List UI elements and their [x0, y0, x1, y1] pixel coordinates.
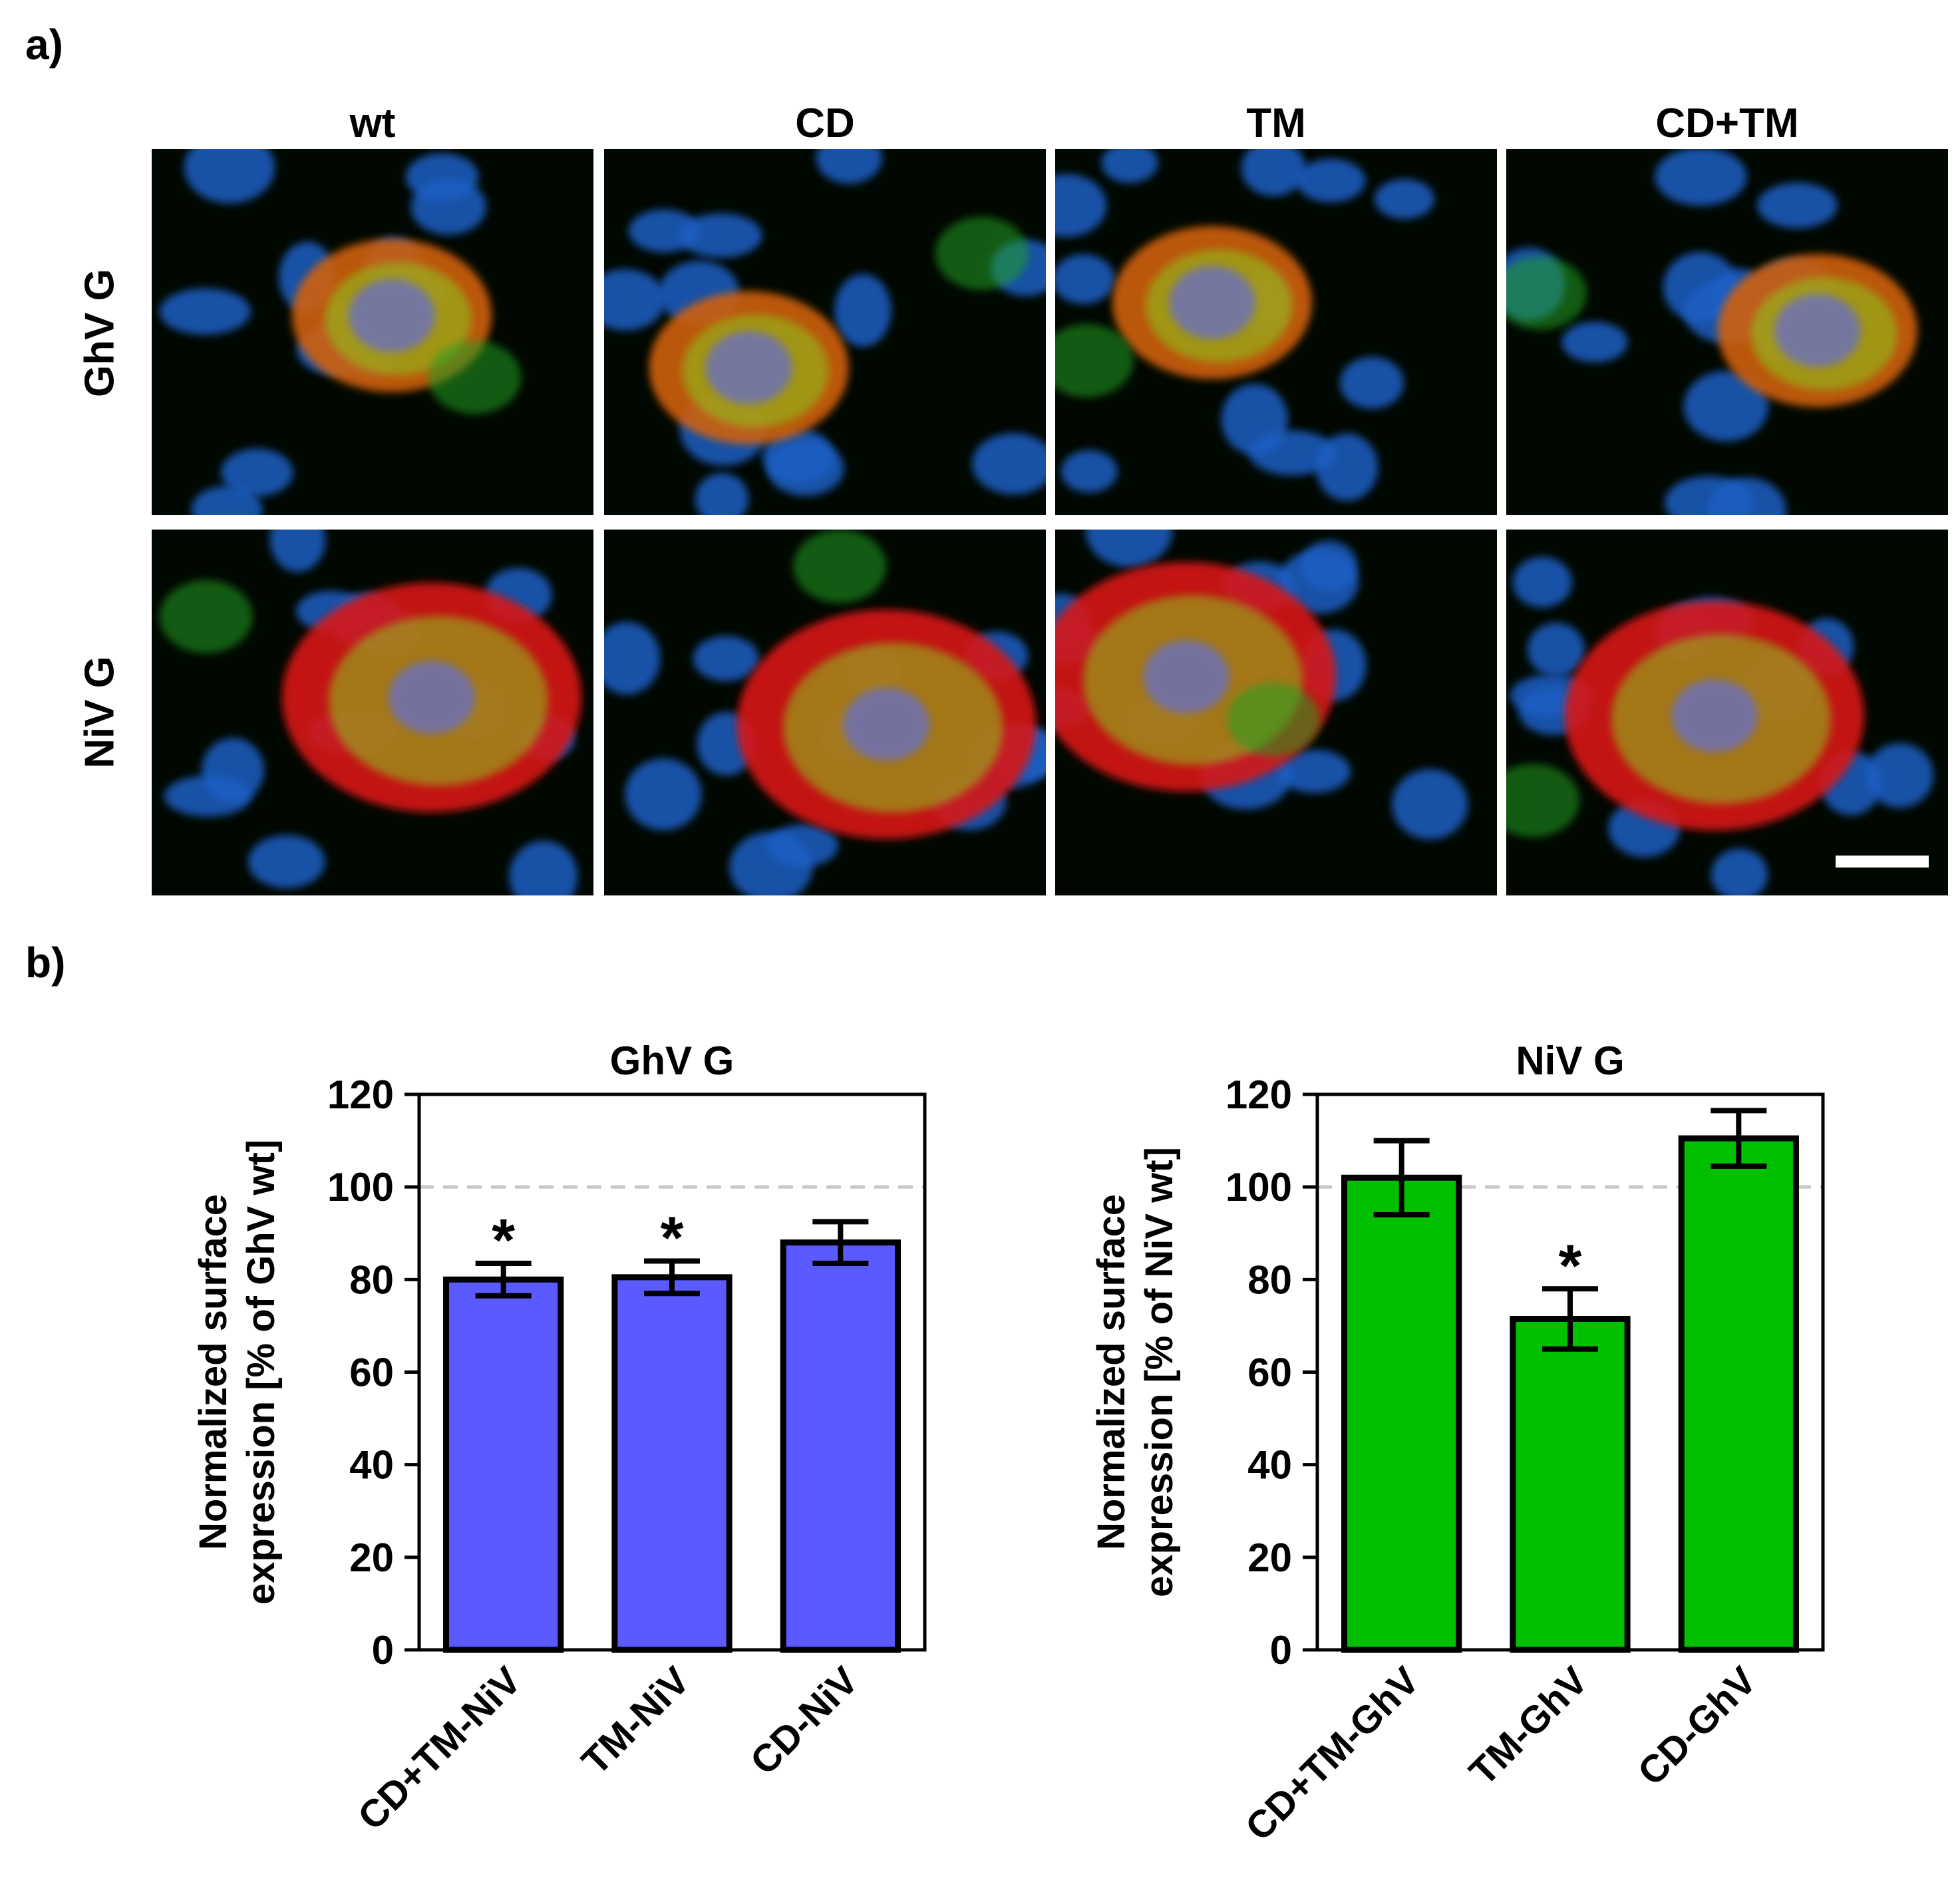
- bar-cd-ghv: [1678, 1135, 1799, 1653]
- y-tick-label: 40: [1247, 1443, 1292, 1488]
- x-tick-label: CD-NiV: [742, 1659, 866, 1783]
- x-tick-label: CD-GhV: [1629, 1659, 1764, 1794]
- bar-cd-tm-ghv: [1341, 1174, 1462, 1653]
- chart-title-niv-g: NiV G: [1516, 1038, 1624, 1083]
- column-header-cd-tm: CD+TM: [1655, 100, 1799, 146]
- bar-tm-ghv: [1510, 1315, 1631, 1653]
- y-tick-label: 120: [1225, 1072, 1292, 1117]
- y-tick-label: 80: [1247, 1257, 1292, 1302]
- x-tick-label: CD+TM-GhV: [1237, 1659, 1428, 1849]
- y-tick-label: 100: [327, 1165, 394, 1209]
- y-axis-label-niv-g: Normalized surface expression [% of NiV w…: [1090, 1147, 1181, 1597]
- micrograph-ghv-g-wt: [152, 149, 593, 515]
- error-bar-tm-ghv: [1542, 1286, 1598, 1352]
- panel-a-label: a): [25, 21, 63, 69]
- y-tick-label: 80: [349, 1257, 394, 1302]
- micrograph-niv-g-cd-tm: [1506, 530, 1948, 895]
- significance-marker: *: [492, 1207, 515, 1274]
- x-tick-label: CD+TM-NiV: [349, 1659, 530, 1839]
- row-header-niv-g: NiV G: [77, 656, 123, 768]
- significance-marker: *: [660, 1205, 683, 1272]
- micrograph-niv-g-cd: [604, 530, 1046, 895]
- x-tick-label: TM-GhV: [1461, 1659, 1596, 1794]
- error-bar-cd-ghv: [1711, 1108, 1767, 1169]
- column-header-cd: CD: [795, 100, 855, 146]
- y-tick-label: 100: [1225, 1165, 1292, 1209]
- y-tick-label: 60: [1247, 1350, 1292, 1395]
- y-tick-label: 120: [327, 1072, 394, 1117]
- y-tick-label: 20: [349, 1535, 394, 1580]
- y-tick-label: 60: [349, 1350, 394, 1395]
- bar-tm-niv: [611, 1274, 733, 1653]
- y-tick-label: 0: [1270, 1628, 1292, 1672]
- bar-cd-niv: [780, 1239, 901, 1653]
- micrograph-ghv-g-tm: [1055, 149, 1497, 515]
- column-header-wt: wt: [349, 100, 396, 146]
- y-tick-label: 40: [349, 1443, 394, 1488]
- error-bar-tm-niv: [644, 1258, 700, 1297]
- y-tick-label: 0: [372, 1628, 394, 1672]
- error-bar-cd-niv: [812, 1219, 869, 1266]
- error-bar-cd-tm-ghv: [1373, 1138, 1430, 1217]
- bar-cd-tm-niv: [443, 1276, 564, 1653]
- bar-chart-niv-g: NiV G Normalized surface expression [% of …: [1084, 1025, 1916, 1893]
- y-tick-label: 20: [1247, 1535, 1292, 1580]
- x-tick-label: TM-NiV: [573, 1659, 698, 1783]
- column-header-tm: TM: [1246, 100, 1306, 146]
- error-bar-cd-tm-niv: [475, 1260, 532, 1299]
- bar-chart-ghv-g: GhV G Normalized surface expression [% of …: [186, 1025, 985, 1893]
- micrograph-niv-g-wt: [152, 530, 593, 895]
- chart-title-ghv-g: GhV G: [610, 1038, 735, 1083]
- micrograph-niv-g-tm: [1055, 530, 1497, 895]
- micrograph-ghv-g-cd-tm: [1506, 149, 1948, 515]
- micrograph-ghv-g-cd: [604, 149, 1046, 515]
- significance-marker: *: [1558, 1233, 1581, 1299]
- row-header-ghv-g: GhV G: [77, 269, 123, 397]
- y-axis-label-ghv-g: Normalized surface expression [% of GhV w…: [192, 1140, 283, 1605]
- panel-b-label: b): [25, 939, 66, 987]
